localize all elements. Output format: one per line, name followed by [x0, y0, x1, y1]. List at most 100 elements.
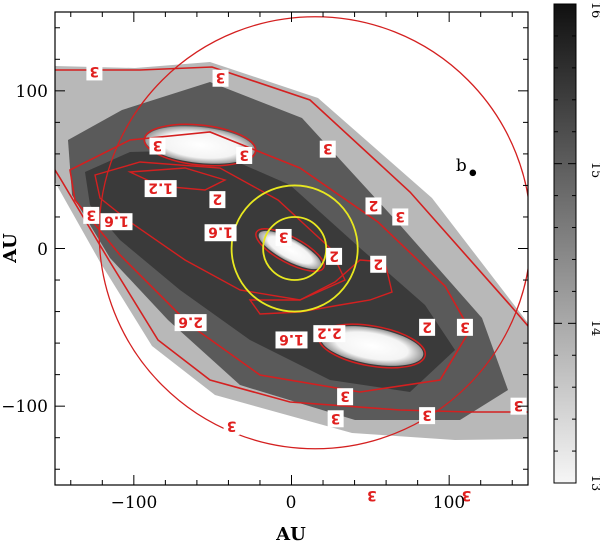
contour-label: 3	[149, 137, 166, 155]
contour-level-2.6	[248, 259, 393, 315]
contour-label-box	[174, 314, 207, 332]
contour-label: 3	[275, 228, 292, 246]
contour-label-box	[370, 255, 387, 273]
contour-label-box	[458, 487, 475, 505]
contour-label-text: 3	[153, 137, 163, 153]
contour-label-box	[144, 180, 177, 198]
contour-level-2	[69, 131, 471, 393]
y-tick-label: 100	[16, 82, 48, 102]
contour-label-text: 1.2	[148, 180, 173, 196]
contour-label-box	[212, 69, 229, 87]
planet-label: b	[456, 156, 467, 176]
colorbar-label: 14	[588, 320, 600, 337]
contour-label: 3	[319, 140, 336, 158]
contour-label-text: 2	[213, 191, 223, 207]
contour-label-text: 1.6	[279, 331, 304, 347]
contour-label-box	[337, 388, 354, 406]
contour-label-box	[83, 206, 100, 224]
contour-label-box	[313, 325, 346, 343]
contour-label-box	[223, 418, 240, 436]
contour-label-text: 2	[369, 197, 379, 213]
contour-label-text: 3	[239, 146, 249, 162]
contour-label-text: 1.6	[104, 213, 129, 229]
contour-label: 3	[212, 69, 229, 87]
y-tick-label: 0	[37, 240, 48, 260]
contour-label-text: 2.2	[317, 325, 342, 341]
density-image	[55, 62, 528, 440]
contour-label-box	[100, 213, 133, 231]
contour-label: 3	[236, 146, 253, 164]
contour-label: 3	[458, 487, 475, 505]
contour-label: 1.6	[204, 224, 237, 242]
planet-marker: b	[456, 156, 477, 177]
contour-label-text: 3	[367, 487, 377, 503]
contour-label-text: 2	[422, 318, 432, 334]
contour-label-text: 3	[216, 69, 226, 85]
contour-label-box	[204, 224, 237, 242]
contour-label-box	[419, 407, 436, 425]
contour-label-text: 2	[329, 247, 339, 263]
contour-label-text: 1.6	[208, 224, 233, 240]
contour-label-text: 2.6	[178, 314, 203, 330]
contour-label-text: 3	[331, 410, 341, 426]
lower-gap	[320, 326, 424, 366]
colorbar-label: 15	[588, 162, 600, 179]
contour-label: 3	[337, 388, 354, 406]
contour-label-text: 3	[514, 397, 524, 413]
colorbar: 16 15 14 13	[553, 2, 600, 492]
x-tick-label: −100	[111, 493, 158, 513]
contour-label-box	[236, 146, 253, 164]
y-tick-label: −100	[1, 397, 48, 417]
colorbar-ticks	[554, 3, 576, 484]
colorbar-label: 13	[588, 475, 600, 492]
x-tick-label: 0	[286, 493, 297, 513]
inner-cavity-contour	[255, 228, 325, 272]
contour-label-text: 3	[323, 140, 333, 156]
inner-cavity	[258, 230, 322, 270]
contour-label-box	[419, 318, 436, 336]
contour-label-text: 3	[86, 206, 96, 222]
contour-label-box	[363, 487, 380, 505]
contour-label-box	[326, 247, 343, 265]
contour-label: 3	[392, 208, 409, 226]
contour-label-text: 3	[462, 487, 472, 503]
contour-label-box	[275, 228, 292, 246]
upper-gap-contour	[143, 123, 257, 167]
contour-label: 3	[83, 206, 100, 224]
yellow-reference-circle	[230, 184, 359, 313]
contour-label-box	[327, 410, 344, 428]
contour-label: 2	[370, 255, 387, 273]
planet-dot	[469, 169, 477, 177]
contour-label: 3	[223, 418, 240, 436]
contour-label-box	[456, 318, 473, 336]
axis-ticks	[55, 12, 528, 485]
contour-label-box	[209, 191, 226, 209]
contour-label-text: 3	[460, 318, 470, 334]
contour-label: 1.2	[144, 180, 177, 198]
contour-label: 3	[327, 410, 344, 428]
x-tick-label: 100	[433, 493, 465, 513]
contour-level-3-outer	[55, 66, 528, 413]
contour-label-box	[149, 137, 166, 155]
contour-label-box	[365, 197, 382, 215]
contour-label-text: 3	[422, 407, 432, 423]
contour-label-text: 2	[373, 255, 383, 271]
contour-label: 3	[86, 63, 103, 81]
y-axis-title: AU	[0, 233, 21, 264]
contour-label: 1.6	[275, 331, 308, 349]
contour-label: 3	[419, 407, 436, 425]
contour-label: 1.6	[100, 213, 133, 231]
contour-label: 2	[419, 318, 436, 336]
colorbar-gradient	[553, 3, 577, 484]
contour-label: 2.6	[174, 314, 207, 332]
contour-label: 3	[456, 318, 473, 336]
contour-label: 2	[326, 247, 343, 265]
contour-label-text: 3	[227, 418, 237, 434]
contour-label-text: 3	[279, 228, 289, 244]
contour-label-box	[275, 331, 308, 349]
contour-label-text: 3	[340, 388, 350, 404]
contour-label: 2	[365, 197, 382, 215]
contour-label-box	[392, 208, 409, 226]
